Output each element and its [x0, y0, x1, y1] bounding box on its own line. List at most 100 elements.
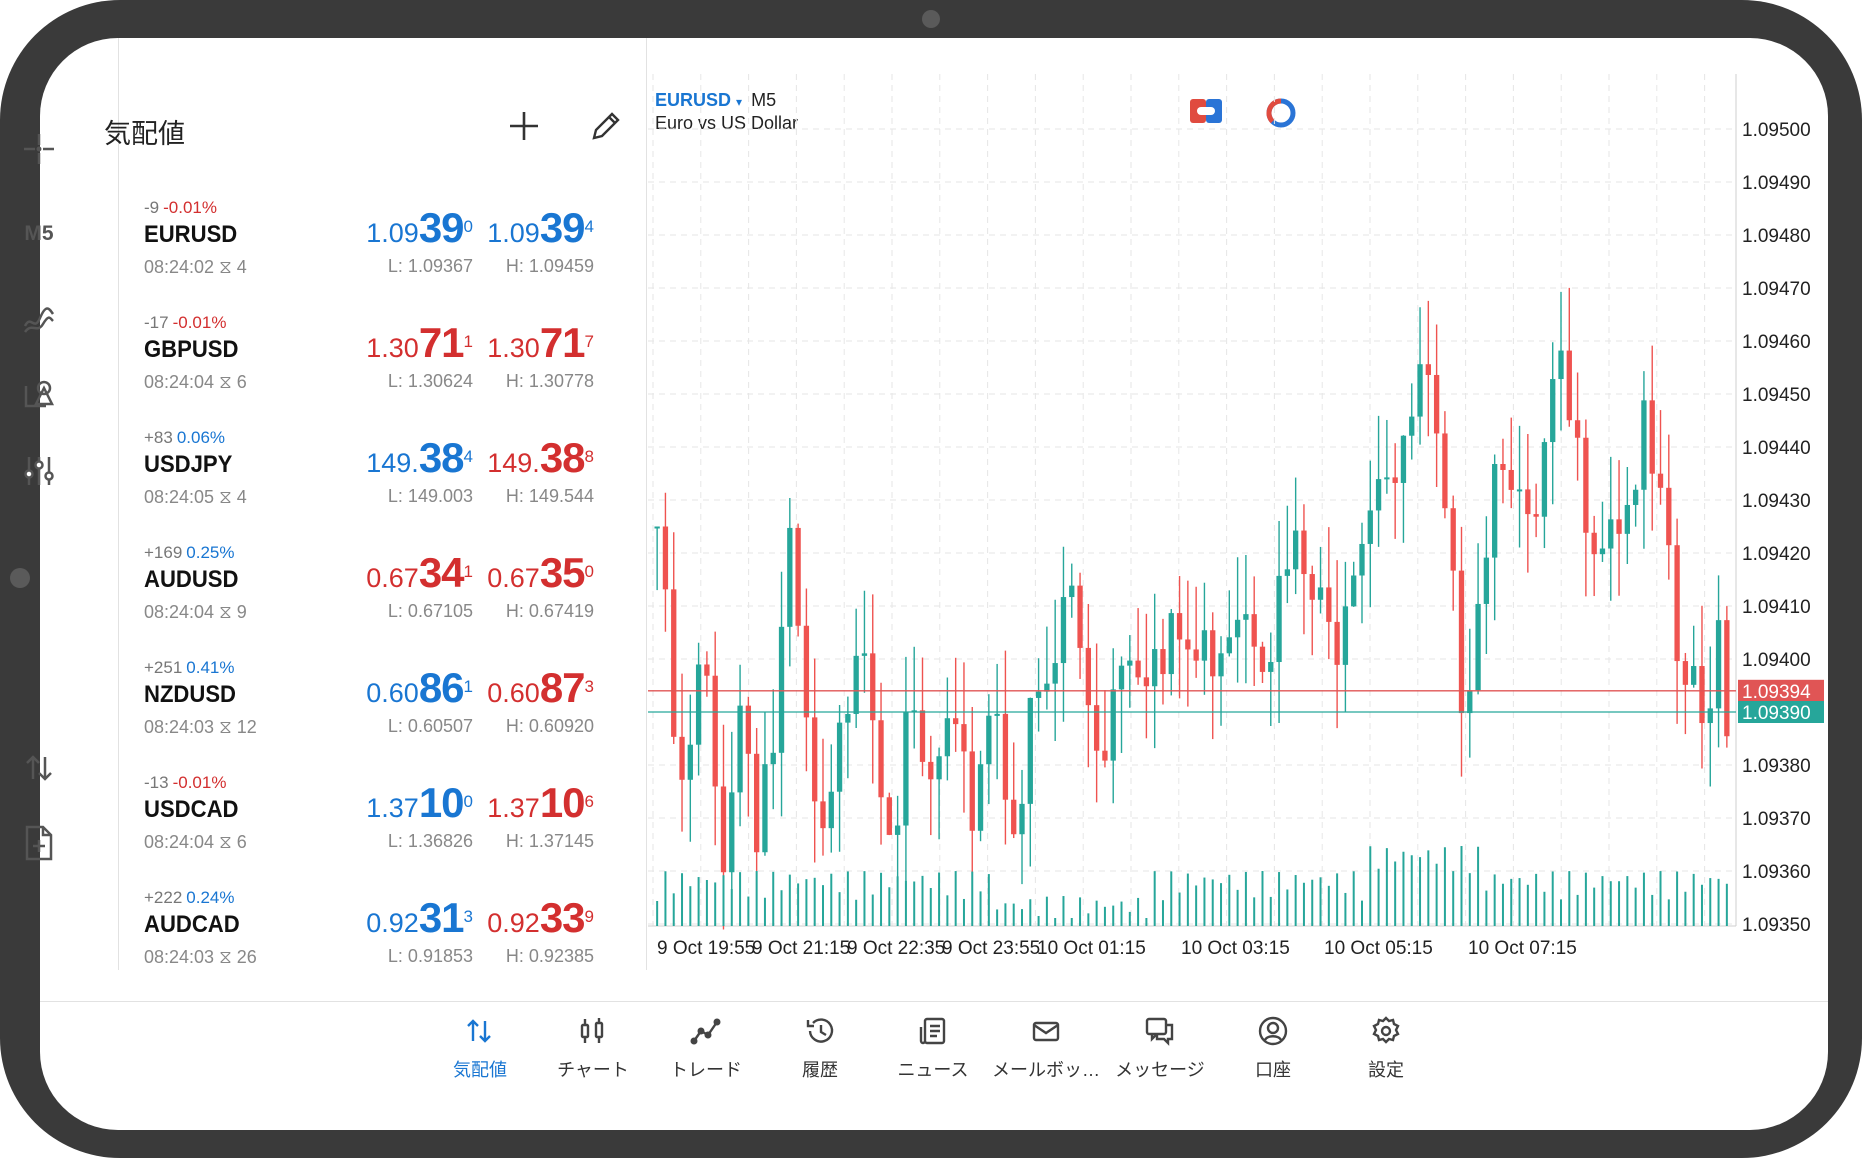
news-icon	[878, 1010, 988, 1052]
quote-row[interactable]: +169 0.25% AUDUSD 08:24:04 ⧖ 9 0.67341 0.6735…	[40, 535, 600, 650]
candle-body	[1317, 587, 1324, 600]
nav-mail[interactable]: メールボッ…	[991, 1010, 1101, 1082]
quote-time: 08:24:03 ⧖ 12	[144, 717, 257, 737]
bottom-navigation: 気配値 チャート トレード 履歴 ニュース メールボッ… メッセージ 口座 設定	[0, 1010, 1862, 1100]
bid-price[interactable]: 0.67341	[366, 549, 473, 596]
x-tick-label: 9 Oct 21:15	[752, 938, 850, 959]
candle-body	[1218, 653, 1224, 677]
candle-body	[1450, 508, 1456, 571]
candle-body	[861, 653, 868, 656]
quote-low: L: 1.36826	[387, 831, 473, 851]
new-order-icon[interactable]	[0, 818, 78, 868]
objects-icon[interactable]	[0, 370, 78, 416]
candle-body	[953, 718, 959, 725]
quote-change: +83 0.06%	[144, 428, 226, 447]
quote-high: H: 1.09459	[505, 256, 594, 276]
candle-body	[1666, 487, 1672, 546]
edit-pencil-icon[interactable]	[588, 108, 624, 149]
x-tick-label: 9 Oct 22:35	[847, 938, 945, 959]
ask-price[interactable]: 1.09394	[487, 204, 594, 251]
candle-body	[1284, 569, 1291, 576]
indicators-icon[interactable]	[0, 296, 78, 342]
quote-row[interactable]: +83 0.06% USDJPY 08:24:05 ⧖ 4 149.384 149.388…	[40, 420, 600, 535]
timeframe-button[interactable]: M5	[0, 213, 78, 255]
quote-row[interactable]: +222 0.24% AUDCAD 08:24:03 ⧖ 26 0.92313 0.923…	[40, 880, 600, 995]
candle-body	[1168, 613, 1174, 675]
bid-price[interactable]: 149.384	[366, 434, 473, 481]
candle-body	[986, 715, 992, 765]
nav-chart[interactable]: チャート	[538, 1010, 648, 1082]
candle-body	[894, 825, 901, 835]
chart-settings-icon[interactable]	[0, 448, 78, 494]
candle-body	[1550, 379, 1556, 443]
candle-body	[1516, 489, 1523, 492]
ask-price[interactable]: 0.92339	[487, 894, 594, 941]
candle-body	[1574, 420, 1581, 438]
candle-body	[1276, 575, 1282, 663]
ask-price[interactable]: 1.37106	[487, 779, 594, 826]
quote-time: 08:24:04 ⧖ 9	[144, 602, 247, 622]
y-tick-label: 1.09420	[1742, 544, 1811, 565]
nav-label: チャート	[557, 1060, 629, 1080]
quote-time: 08:24:05 ⧖ 4	[144, 487, 247, 507]
toolbar-divider	[118, 38, 119, 970]
crosshair-icon[interactable]	[0, 123, 78, 175]
ask-price[interactable]: 1.30717	[487, 319, 594, 366]
spread-icon: ⧖	[219, 487, 232, 507]
quote-symbol: GBPUSD	[144, 336, 239, 363]
nav-news[interactable]: ニュース	[878, 1010, 988, 1082]
quote-row[interactable]: +251 0.41% NZDUSD 08:24:03 ⧖ 12 0.60861 0.608…	[40, 650, 600, 765]
candle-body	[1002, 713, 1009, 800]
bid-price[interactable]: 0.60861	[366, 664, 473, 711]
ask-price[interactable]: 149.388	[487, 434, 594, 481]
quote-change: -17 -0.01%	[144, 313, 227, 332]
candle-body	[845, 713, 851, 723]
bid-price[interactable]: 1.37100	[366, 779, 473, 826]
candle-body	[1060, 597, 1067, 664]
symbol-dropdown-icon: ▾	[736, 95, 743, 109]
candle-body	[1525, 489, 1531, 515]
quote-row[interactable]: -17 -0.01% GBPUSD 08:24:04 ⧖ 6 1.30711 1.3071…	[40, 305, 600, 420]
add-symbol-icon[interactable]	[506, 108, 542, 149]
candle-body	[1259, 646, 1266, 672]
quote-spread: 26	[236, 947, 257, 967]
bid-price[interactable]: 1.30711	[366, 319, 473, 366]
quote-low: L: 149.003	[387, 486, 473, 506]
nav-quotes[interactable]: 気配値	[425, 1010, 535, 1082]
bid-price[interactable]: 0.92313	[366, 894, 473, 941]
nav-label: ニュース	[897, 1060, 969, 1080]
candle-body	[878, 720, 884, 798]
candle-body	[1351, 575, 1357, 607]
candle-body	[1608, 519, 1614, 549]
candle-body	[1566, 350, 1572, 421]
nav-account[interactable]: 口座	[1218, 1010, 1328, 1082]
y-tick-label: 1.09480	[1742, 226, 1811, 247]
y-tick-label: 1.09450	[1742, 385, 1811, 406]
quote-row[interactable]: -13 -0.01% USDCAD 08:24:04 ⧖ 6 1.37100 1.3710…	[40, 765, 600, 880]
candle-body	[1392, 477, 1398, 483]
quote-high: H: 0.92385	[505, 946, 594, 966]
price-chart[interactable]: 1.09500 1.09490 1.09480 1.09470 1.09460 1.094…	[648, 74, 1828, 1002]
timeframe-label: M5	[24, 222, 54, 245]
depth-of-market-icon[interactable]	[1264, 96, 1298, 135]
quote-time: 08:24:03 ⧖ 26	[144, 947, 257, 967]
quote-row[interactable]: -9 -0.01% EURUSD 08:24:02 ⧖ 4 1.09390 1.09394…	[40, 190, 600, 305]
chart-symbol-header[interactable]: EURUSD ▾ M5	[655, 90, 776, 111]
ask-price[interactable]: 0.60873	[487, 664, 594, 711]
nav-messages[interactable]: メッセージ	[1105, 1010, 1215, 1082]
screen	[40, 38, 1828, 1130]
candle-body	[969, 751, 975, 831]
one-click-trading-icon[interactable]	[1188, 96, 1224, 131]
x-tick-label: 10 Oct 07:15	[1468, 938, 1577, 959]
nav-trade[interactable]: トレード	[651, 1010, 761, 1082]
candle-body	[1674, 545, 1680, 662]
nav-settings[interactable]: 設定	[1331, 1010, 1441, 1082]
candle-body	[1624, 504, 1630, 534]
nav-history[interactable]: 履歴	[765, 1010, 875, 1082]
bid-price[interactable]: 1.09390	[366, 204, 473, 251]
ask-price[interactable]: 0.67350	[487, 549, 594, 596]
sort-arrows-icon[interactable]	[0, 746, 78, 790]
candle-body	[1185, 639, 1191, 650]
candle-body	[1301, 530, 1307, 575]
candle-body	[1251, 614, 1257, 647]
